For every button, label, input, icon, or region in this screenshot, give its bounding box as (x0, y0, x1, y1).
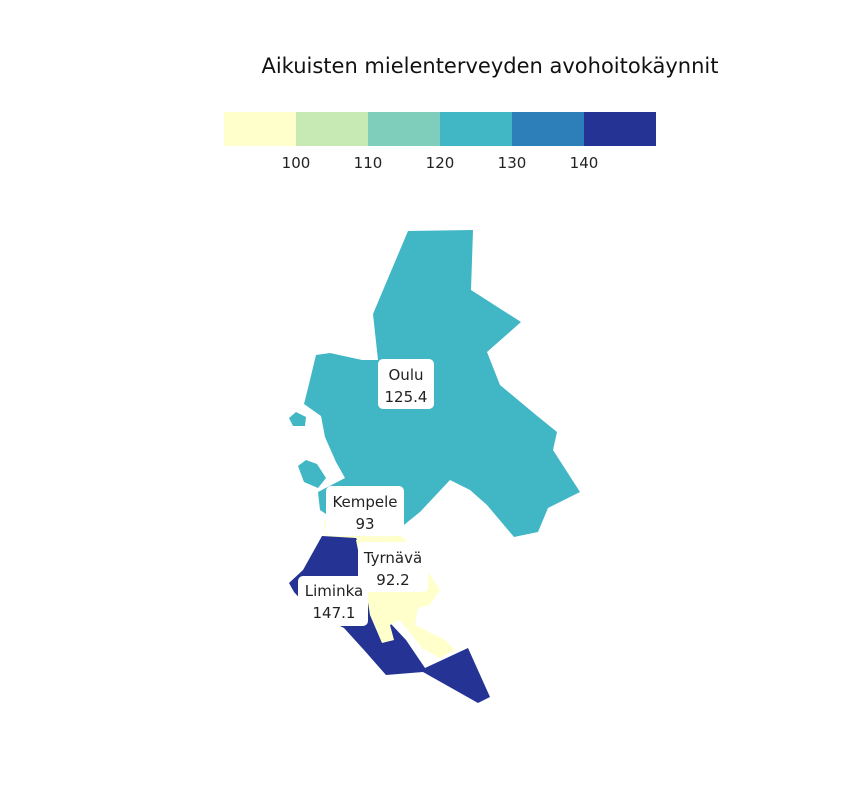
label-tyrnava-value: 92.2 (376, 571, 409, 589)
legend-tick-110: 110 (353, 154, 383, 172)
label-tyrnava-name: Tyrnävä (363, 549, 422, 567)
label-kempele-box (326, 486, 404, 536)
label-liminka: Liminka 147.1 (298, 576, 368, 626)
label-kempele: Kempele 93 (326, 486, 404, 536)
legend-bin-2 (296, 112, 368, 146)
legend-bin-6 (584, 112, 656, 146)
region-oulu[interactable] (289, 230, 580, 537)
legend-bin-5 (512, 112, 584, 146)
legend-tick-120: 120 (425, 154, 455, 172)
label-liminka-box (298, 576, 368, 626)
legend-bin-1 (224, 112, 296, 146)
label-kempele-name: Kempele (332, 493, 397, 511)
legend-tick-140: 140 (569, 154, 599, 172)
label-kempele-value: 93 (355, 515, 374, 533)
color-legend (224, 112, 656, 146)
label-oulu-box (378, 359, 434, 409)
map-title: Aikuisten mielenterveyden avohoitokäynni… (261, 54, 719, 78)
label-tyrnava-box (358, 542, 428, 592)
label-oulu-value: 125.4 (385, 388, 428, 406)
legend-tick-130: 130 (497, 154, 527, 172)
label-tyrnava: Tyrnävä 92.2 (358, 542, 428, 592)
label-oulu-name: Oulu (389, 366, 424, 384)
label-oulu: Oulu 125.4 (378, 359, 434, 409)
legend-bin-3 (368, 112, 440, 146)
label-liminka-name: Liminka (305, 582, 363, 600)
legend-bin-4 (440, 112, 512, 146)
label-liminka-value: 147.1 (313, 604, 356, 622)
legend-ticks: 100 110 120 130 140 (224, 154, 656, 176)
legend-tick-100: 100 (281, 154, 311, 172)
